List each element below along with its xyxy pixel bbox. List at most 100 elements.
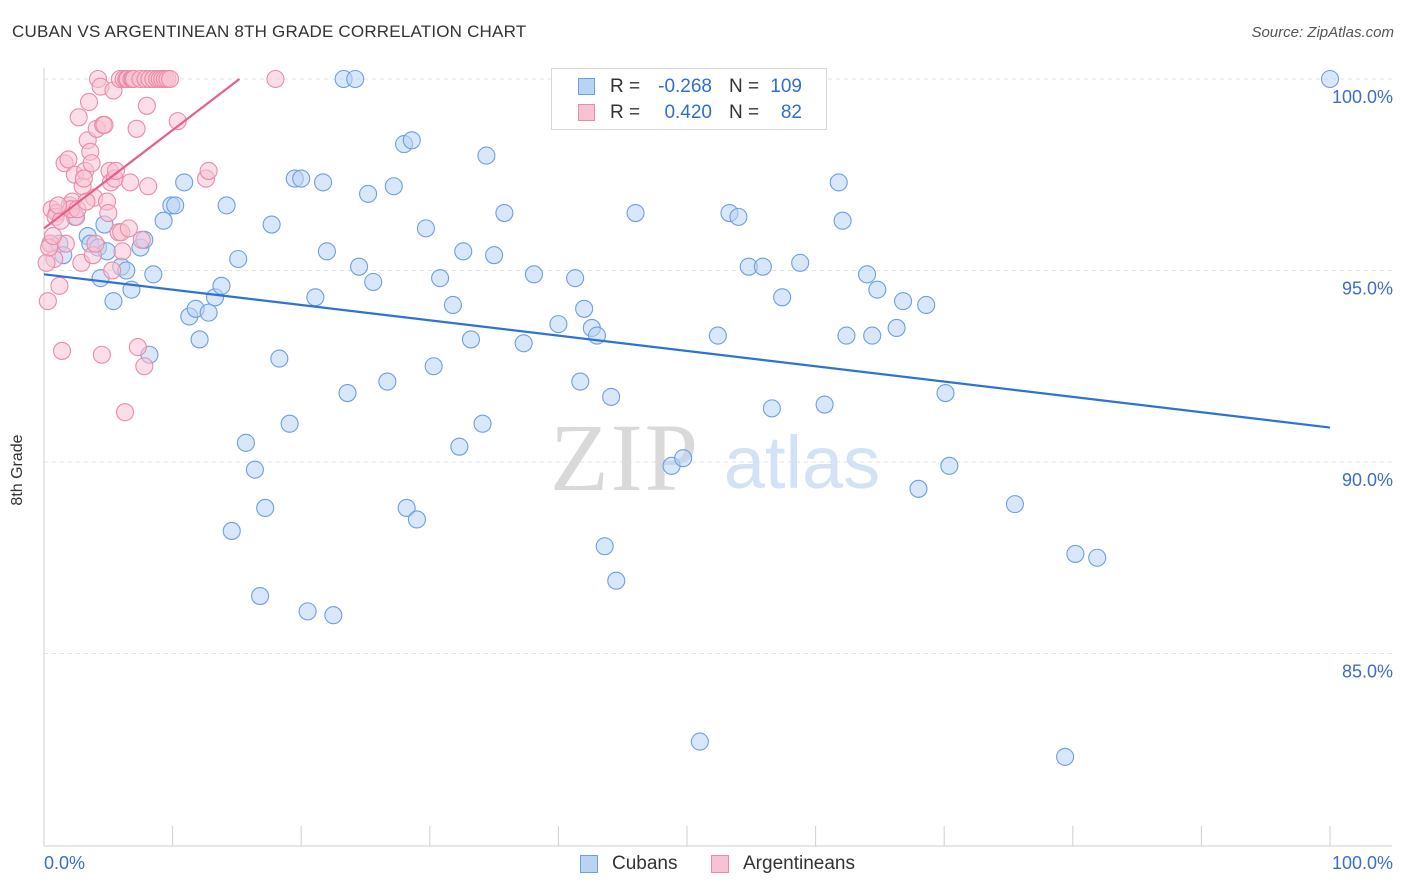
data-point-cubans [602, 387, 621, 406]
legend-n-label: N = [729, 102, 760, 123]
data-point-cubans [306, 288, 325, 307]
data-point-cubans [144, 265, 163, 284]
data-point-cubans [791, 253, 810, 272]
data-point-cubans [473, 414, 492, 433]
data-point-cubans [424, 357, 443, 376]
legend-row-cubans: R = -0.268 N = 109 [552, 74, 826, 100]
data-point-cubans [815, 395, 834, 414]
data-point-cubans [729, 207, 748, 226]
data-point-argentineans [49, 196, 68, 215]
data-point-cubans [477, 146, 496, 165]
data-point-cubans [917, 295, 936, 315]
data-point-cubans [104, 292, 123, 311]
data-point-cubans [280, 414, 299, 433]
legend-row-argentineans: R = 0.420 N = 82 [552, 100, 826, 126]
data-point-cubans [364, 272, 383, 292]
legend-r-label: R = [610, 102, 641, 123]
data-point-argentineans [92, 345, 111, 364]
series-legend-label-argentineans: Argentineans [743, 853, 855, 874]
grid-lines [44, 78, 1392, 654]
data-point-cubans [324, 606, 343, 625]
data-point-cubans [773, 288, 792, 307]
data-point-cubans [338, 384, 357, 403]
series-legend-label-cubans: Cubans [612, 853, 678, 874]
y-tick-label: 95.0% [1342, 279, 1393, 299]
data-point-cubans [1056, 747, 1075, 766]
data-point-cubans [524, 265, 544, 284]
data-point-cubans [166, 196, 185, 215]
data-point-cubans [566, 269, 585, 288]
data-point-cubans [940, 456, 959, 475]
data-point-argentineans [95, 115, 114, 135]
data-point-argentineans [139, 177, 158, 196]
data-point-cubans [829, 173, 848, 192]
data-point-argentineans [69, 108, 88, 127]
legend-n-value: 109 [770, 76, 802, 97]
data-point-cubans [454, 242, 473, 261]
y-tick-label: 90.0% [1342, 470, 1393, 490]
watermark-atlas: atlas [724, 421, 880, 504]
data-point-argentineans [119, 219, 138, 238]
data-point-cubans [229, 249, 248, 269]
data-point-cubans [245, 460, 264, 479]
data-point-argentineans [128, 338, 147, 357]
data-point-cubans [833, 211, 852, 230]
data-point-cubans [397, 498, 416, 518]
data-point-argentineans [113, 242, 132, 261]
data-point-cubans [607, 571, 626, 590]
data-point-argentineans [103, 261, 122, 280]
legend-n-label: N = [729, 76, 760, 97]
legend-swatch-argentineans [578, 104, 595, 121]
data-point-argentineans [199, 161, 218, 180]
data-point-cubans [571, 372, 590, 391]
data-point-cubans [461, 330, 481, 349]
data-point-cubans [893, 292, 913, 311]
legend-r-label: R = [610, 76, 641, 97]
data-point-cubans [708, 326, 727, 345]
legend-r-value: 0.420 [664, 102, 712, 123]
data-point-cubans [1005, 495, 1024, 514]
data-point-cubans [298, 602, 317, 621]
data-points [37, 69, 1340, 766]
data-point-argentineans [266, 69, 285, 89]
series-legend-swatch-cubans [580, 855, 598, 873]
data-point-cubans [236, 433, 255, 452]
data-point-cubans [762, 399, 781, 418]
data-point-cubans [359, 184, 378, 203]
data-point-cubans [407, 510, 426, 529]
data-point-cubans [199, 303, 218, 322]
data-point-cubans [674, 449, 693, 468]
data-point-cubans [549, 315, 568, 334]
trend-lines [43, 78, 1331, 429]
data-point-argentineans [106, 161, 126, 180]
data-point-argentineans [82, 154, 101, 173]
data-point-cubans [868, 280, 887, 299]
legend-n-value: 82 [780, 102, 802, 123]
data-point-cubans [837, 326, 856, 345]
data-point-argentineans [99, 204, 118, 223]
data-point-cubans [222, 521, 241, 540]
data-point-argentineans [59, 150, 78, 169]
data-point-cubans [1066, 544, 1085, 563]
data-point-argentineans [168, 112, 187, 131]
data-point-argentineans [38, 292, 57, 311]
data-point-cubans [443, 295, 462, 315]
data-point-argentineans [121, 173, 140, 192]
data-point-cubans [292, 169, 311, 188]
data-point-cubans [175, 173, 194, 192]
data-point-cubans [863, 326, 882, 345]
data-point-argentineans [115, 403, 135, 422]
data-point-cubans [575, 299, 594, 318]
data-point-argentineans [52, 341, 72, 360]
data-point-cubans [256, 498, 275, 518]
data-point-cubans [626, 204, 645, 223]
y-tick-label: 85.0% [1342, 662, 1393, 682]
chart-source: Source: ZipAtlas.com [1251, 24, 1394, 41]
data-point-cubans [314, 173, 333, 192]
data-point-argentineans [50, 276, 69, 295]
legend-r-value: -0.268 [658, 76, 712, 97]
data-point-argentineans [160, 69, 180, 89]
data-point-cubans [378, 372, 397, 391]
data-point-cubans [887, 318, 906, 338]
